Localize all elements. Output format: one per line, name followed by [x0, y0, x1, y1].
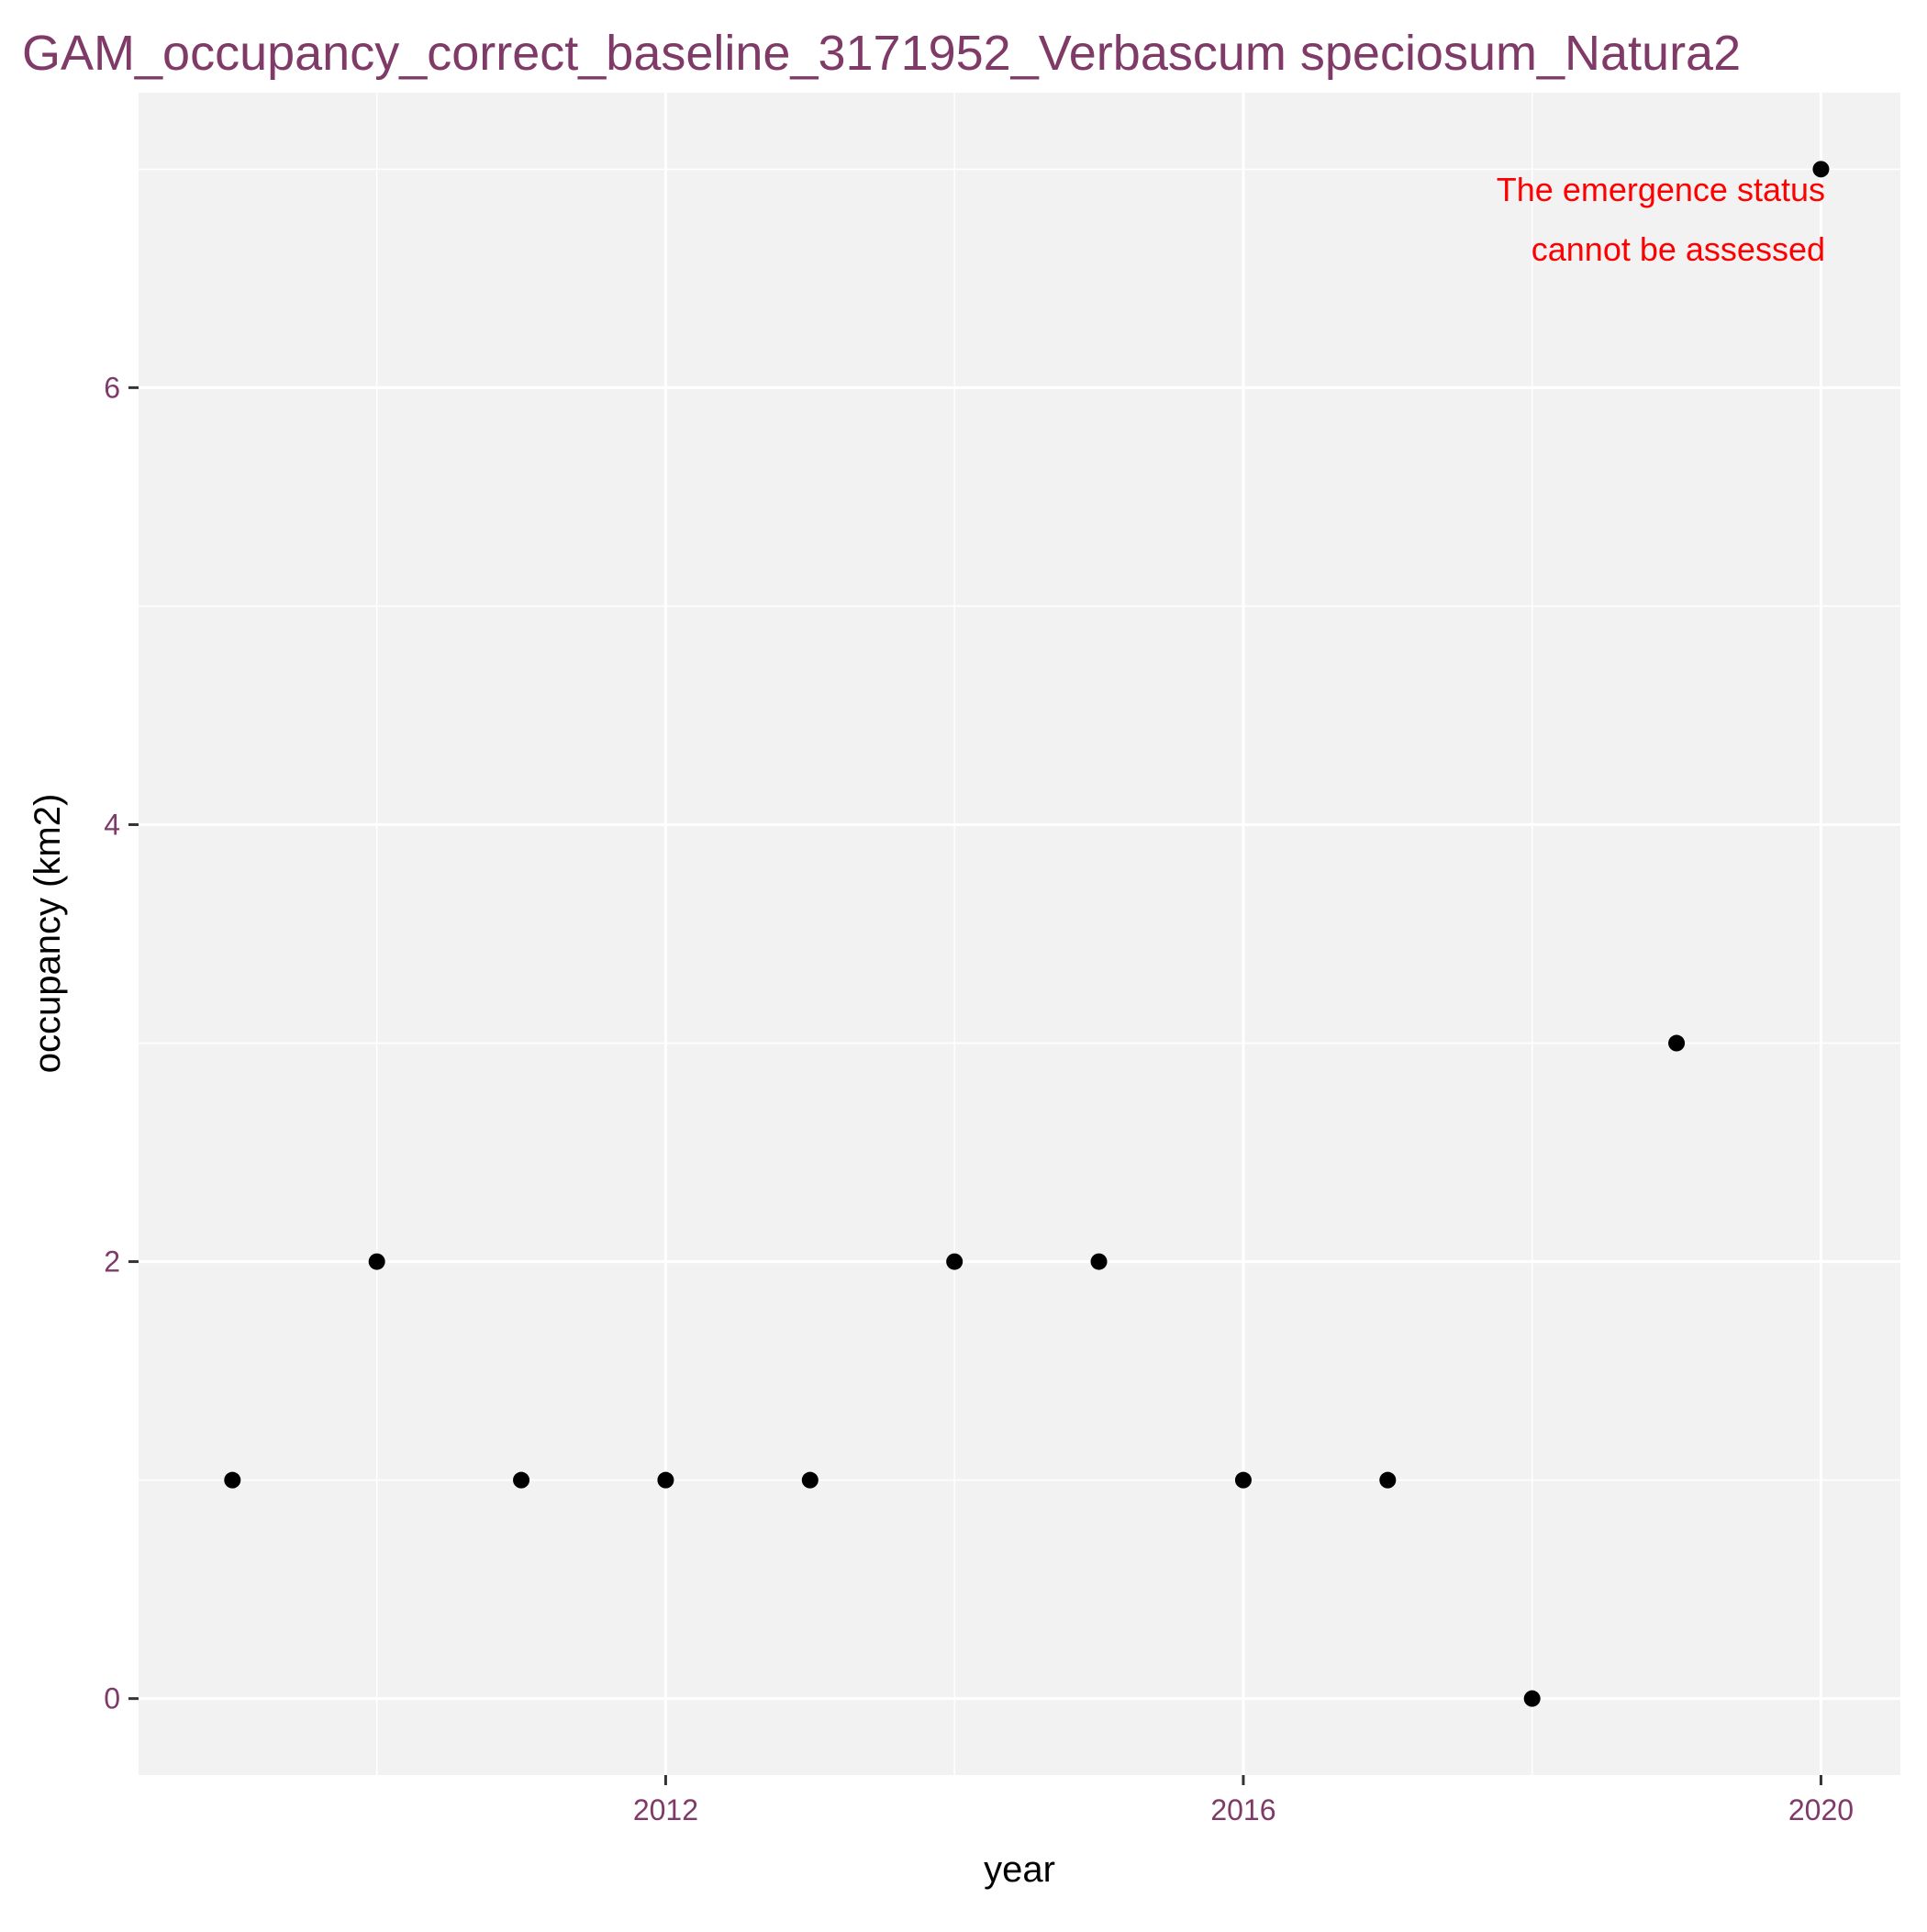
annotation-line: The emergence status — [1497, 171, 1825, 208]
data-point — [224, 1471, 241, 1489]
data-point — [368, 1253, 385, 1270]
chart-title: GAM_occupancy_correct_baseline_3171952_V… — [22, 26, 1741, 81]
data-point — [657, 1471, 674, 1489]
data-point — [1523, 1690, 1541, 1707]
x-axis-label: year — [984, 1849, 1055, 1890]
x-tick-label: 2016 — [1210, 1793, 1275, 1826]
data-point — [1668, 1034, 1686, 1052]
major-gridlines — [139, 93, 1900, 1775]
data-point — [801, 1471, 819, 1489]
data-point — [1812, 161, 1830, 178]
data-point — [946, 1253, 964, 1270]
data-points — [224, 161, 1830, 1707]
annotation: The emergence status cannot be assessed — [1497, 171, 1825, 268]
data-point — [1090, 1253, 1108, 1270]
y-axis-label: occupancy (km2) — [28, 794, 68, 1074]
y-tick-label: 6 — [104, 371, 120, 404]
data-point — [1234, 1471, 1252, 1489]
y-axis: 0 2 4 6 — [104, 371, 139, 1715]
annotation-line: cannot be assessed — [1532, 230, 1825, 268]
minor-gridlines — [139, 93, 1900, 1775]
data-point — [1379, 1471, 1397, 1489]
y-tick-label: 0 — [104, 1682, 120, 1715]
y-tick-label: 2 — [104, 1245, 120, 1279]
x-axis: 2012 2016 2020 — [633, 1775, 1854, 1826]
x-tick-label: 2012 — [633, 1793, 698, 1826]
plot-panel — [139, 93, 1900, 1775]
x-tick-label: 2020 — [1788, 1793, 1854, 1826]
data-point — [513, 1471, 530, 1489]
y-tick-label: 4 — [104, 808, 120, 841]
